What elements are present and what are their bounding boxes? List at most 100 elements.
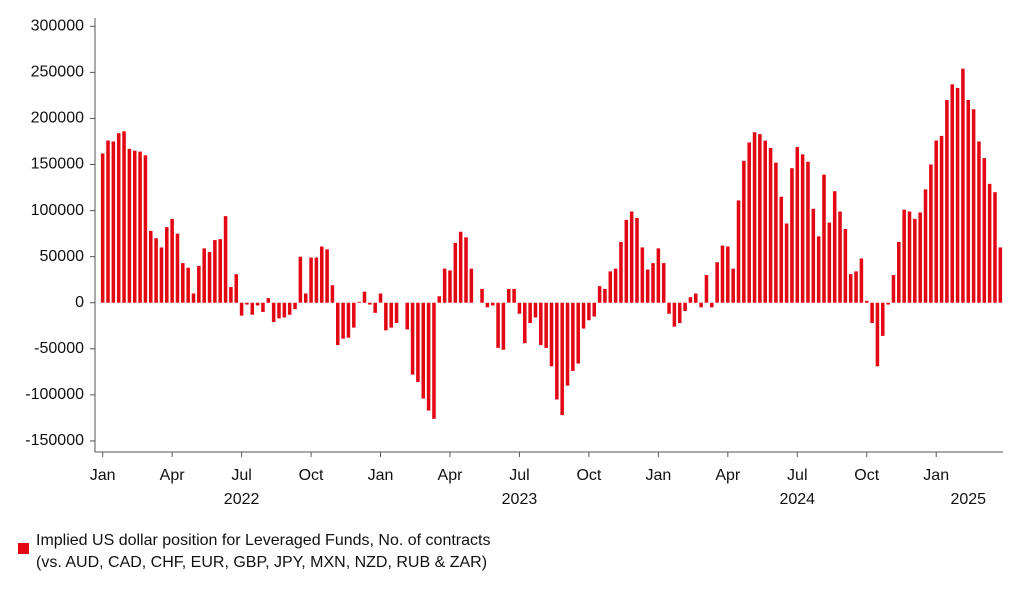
bar (501, 302, 506, 350)
bar (677, 302, 682, 323)
bar (640, 247, 645, 303)
bar (191, 293, 196, 303)
bar (549, 302, 554, 367)
bar (886, 302, 890, 305)
bar (961, 68, 965, 303)
x-tick-label: Jan (90, 467, 116, 484)
bar (624, 219, 629, 303)
bar (875, 302, 880, 367)
bar (661, 263, 666, 303)
x-tick-label: Oct (576, 467, 601, 484)
bar (506, 288, 511, 303)
bar (202, 248, 206, 303)
bar (325, 249, 329, 303)
bar (437, 296, 442, 303)
bar (154, 238, 158, 303)
bar (197, 265, 201, 303)
bar (100, 153, 105, 303)
bar (165, 227, 169, 303)
bar (352, 302, 356, 328)
bar (170, 218, 174, 303)
bar (790, 168, 794, 303)
bar (368, 302, 372, 305)
bar (998, 247, 1003, 303)
bar (864, 300, 869, 303)
bar (629, 211, 634, 303)
bar (496, 302, 500, 348)
bar (597, 286, 602, 303)
bar (239, 302, 244, 316)
bar (517, 302, 522, 314)
bar (405, 302, 409, 330)
legend-swatch (18, 543, 29, 554)
x-tick-label: Apr (715, 467, 741, 484)
bar (539, 302, 543, 346)
bar (950, 84, 955, 303)
bar (560, 302, 564, 416)
bar (763, 140, 767, 303)
bar (859, 258, 864, 303)
bar (528, 302, 532, 323)
bar (255, 302, 260, 306)
bar (490, 302, 495, 306)
x-tick-label: Jul (509, 467, 529, 484)
bar (987, 183, 992, 303)
bar (143, 155, 148, 303)
bar (966, 100, 971, 303)
bar (330, 285, 335, 303)
bar (816, 236, 821, 303)
x-year-label: 2024 (779, 491, 815, 508)
bar (469, 268, 474, 303)
bar (132, 150, 137, 303)
bar (544, 302, 548, 348)
bar (384, 302, 388, 331)
bar (795, 147, 800, 303)
bar (608, 271, 613, 303)
y-tick-label: 300000 (31, 18, 84, 35)
bar (752, 132, 757, 303)
bar (106, 140, 110, 303)
x-tick-label: Jul (231, 467, 251, 484)
bar (186, 267, 190, 303)
bar (303, 293, 308, 303)
bar (897, 241, 901, 303)
bar (277, 302, 281, 319)
bar (982, 158, 987, 303)
bar (421, 302, 426, 399)
bar (207, 252, 212, 303)
bar (581, 302, 586, 329)
bar (945, 100, 949, 303)
x-tick-label: Apr (160, 467, 186, 484)
bar (806, 161, 810, 303)
bar (971, 109, 976, 303)
bar (758, 134, 762, 303)
legend-label: Implied US dollar position for Leveraged… (36, 532, 490, 549)
bar (378, 293, 383, 303)
bar (635, 217, 639, 303)
bar (245, 302, 249, 305)
bar (571, 302, 575, 371)
x-tick-label: Oct (299, 467, 324, 484)
bar (309, 257, 313, 303)
bar (870, 302, 874, 323)
bar (939, 135, 944, 303)
bar (619, 241, 623, 303)
bar (902, 209, 906, 303)
bar (293, 302, 297, 310)
x-year-label: 2025 (950, 491, 986, 508)
bar (250, 302, 255, 315)
bar (213, 240, 217, 303)
bar (485, 302, 490, 308)
bar (555, 302, 559, 400)
bar (848, 274, 853, 303)
x-tick-label: Jan (923, 467, 949, 484)
bar (234, 274, 239, 303)
bar (480, 288, 484, 303)
bar (645, 269, 650, 303)
bar (298, 256, 303, 303)
y-tick-label: -50000 (34, 340, 84, 357)
bar (426, 302, 431, 411)
bar (731, 268, 735, 303)
bar (523, 302, 527, 344)
